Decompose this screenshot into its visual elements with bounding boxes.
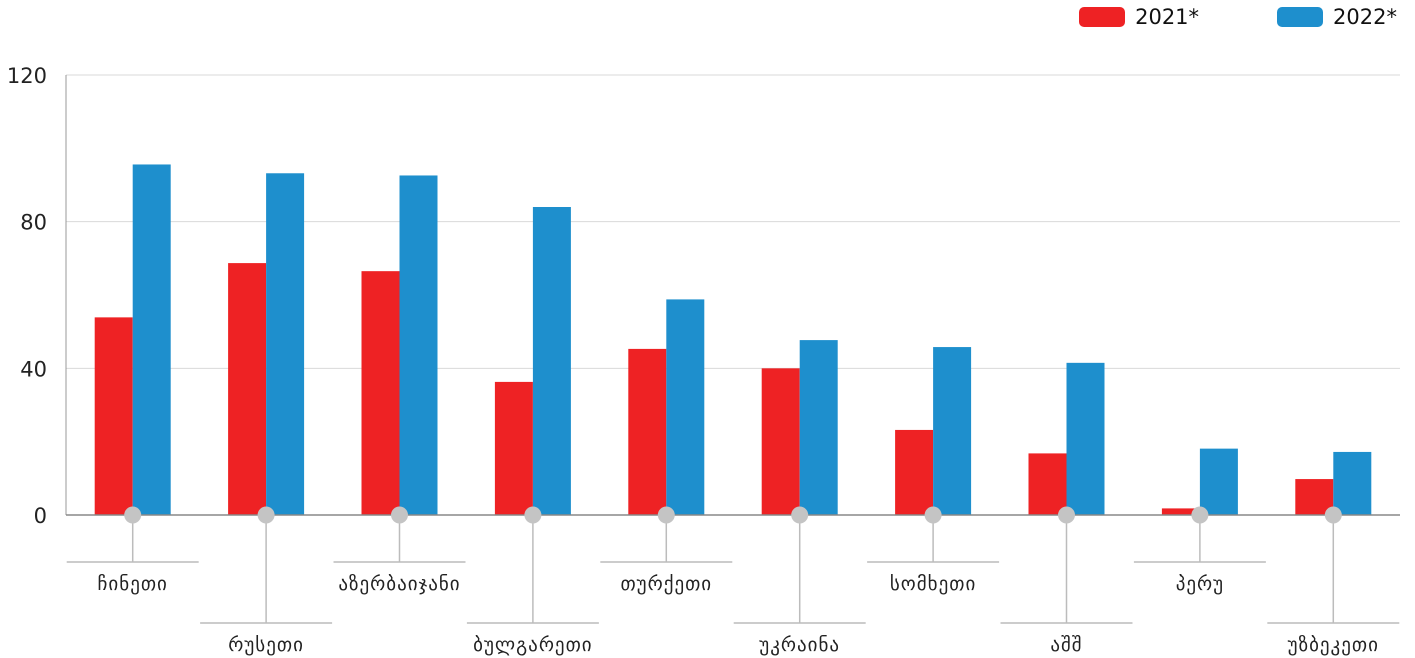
axis-dot (257, 506, 275, 524)
category-label: პერუ (1176, 573, 1224, 595)
axis-dot (391, 506, 408, 524)
bar-2022 (532, 207, 571, 515)
axis-dot (924, 506, 942, 524)
category-label: ჩინეთი (98, 573, 168, 595)
legend: 2021* 2022* (1079, 5, 1397, 29)
category-label: ბულგარეთი (473, 634, 593, 656)
category-label: აზერბაიჯანი (338, 573, 460, 595)
bar-2021 (494, 381, 533, 515)
category-label: უკრაინა (759, 634, 840, 656)
axis-dot (791, 506, 809, 524)
bar-2022 (399, 175, 438, 515)
y-tick-label: 80 (20, 211, 47, 235)
bar-2021 (1161, 508, 1200, 515)
y-tick-label: 40 (20, 357, 47, 381)
bar-2022 (1199, 448, 1238, 515)
legend-swatch-2022 (1277, 7, 1324, 27)
bar-2022 (799, 340, 838, 515)
bar-2022 (1066, 362, 1105, 515)
legend-item-2022: 2022* (1277, 5, 1397, 29)
y-tick-label: 0 (34, 504, 47, 528)
bar-2022 (266, 173, 305, 515)
legend-item-2021: 2021* (1079, 5, 1199, 29)
category-label: უზბეკეთი (1288, 634, 1379, 656)
axis-dot (657, 506, 675, 524)
y-tick-label: 120 (7, 64, 47, 88)
bar-2022 (132, 164, 171, 515)
bar-2021 (1295, 479, 1334, 515)
category-label: აშშ (1050, 634, 1082, 656)
axis-dot (524, 506, 542, 524)
category-label: რუსეთი (228, 634, 304, 656)
bar-2021 (1028, 453, 1067, 515)
bar-2022 (1333, 451, 1372, 515)
legend-label-2021: 2021* (1135, 5, 1200, 29)
bar-2021 (94, 317, 133, 515)
legend-label-2022: 2022* (1333, 5, 1397, 29)
category-label: თურქეთი (620, 573, 712, 595)
bar-2021 (361, 271, 400, 515)
axis-dot (1191, 506, 1209, 524)
bar-2022 (933, 347, 972, 515)
axis-dot (1058, 506, 1075, 524)
bar-2021 (628, 348, 667, 515)
bar-2021 (228, 263, 267, 515)
axis-dot (124, 506, 142, 524)
bar-2021 (761, 368, 800, 515)
category-label: სომხეთი (890, 573, 976, 595)
bar-2021 (895, 429, 934, 515)
bar-2022 (666, 299, 705, 515)
legend-swatch-2021 (1079, 7, 1126, 27)
axis-dot (1324, 506, 1342, 524)
